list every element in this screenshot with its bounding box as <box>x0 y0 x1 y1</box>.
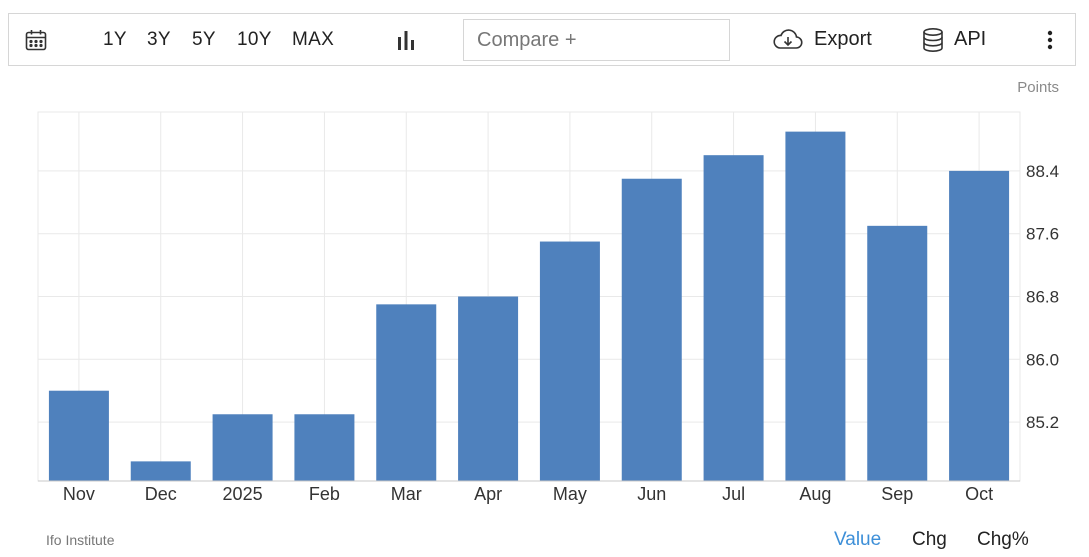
y-tick-label: 85.2 <box>1026 413 1059 432</box>
more-vertical-icon[interactable] <box>1039 14 1061 65</box>
chart-toolbar: 1Y 3Y 5Y 10Y MAX Compare + Export API <box>8 13 1076 66</box>
calendar-icon[interactable] <box>23 14 49 65</box>
bar <box>212 414 273 481</box>
unit-label: Points <box>1017 79 1059 96</box>
x-tick-label: Mar <box>391 484 422 504</box>
x-tick-label: Jun <box>637 484 666 504</box>
y-tick-label: 86.0 <box>1026 350 1059 369</box>
range-max-button[interactable]: MAX <box>292 28 335 50</box>
export-button[interactable]: Export <box>772 14 872 65</box>
bar <box>949 170 1010 481</box>
bar <box>703 155 764 481</box>
x-tick-label: Dec <box>145 484 177 504</box>
api-button[interactable]: API <box>922 14 986 65</box>
x-tick-label: 2025 <box>223 484 263 504</box>
bar <box>785 131 846 481</box>
range-10y-button[interactable]: 10Y <box>237 28 272 50</box>
bar <box>130 461 191 481</box>
bar <box>48 390 109 481</box>
x-tick-label: Feb <box>309 484 340 504</box>
export-label: Export <box>814 28 872 50</box>
x-tick-label: Apr <box>474 484 502 504</box>
x-tick-label: Aug <box>799 484 831 504</box>
tab-chg[interactable]: Chg <box>912 529 947 550</box>
range-3y-button[interactable]: 3Y <box>147 28 171 50</box>
y-tick-label: 88.4 <box>1026 162 1059 181</box>
bar <box>867 225 928 481</box>
database-icon <box>923 27 943 52</box>
x-tick-label: Jul <box>722 484 745 504</box>
bar <box>539 241 600 481</box>
x-tick-label: May <box>553 484 587 504</box>
x-tick-label: Sep <box>881 484 913 504</box>
x-tick-label: Oct <box>965 484 993 504</box>
compare-input[interactable]: Compare + <box>463 19 730 61</box>
range-5y-button[interactable]: 5Y <box>192 28 216 50</box>
bar <box>376 304 437 481</box>
bar-chart-icon[interactable] <box>394 14 418 65</box>
bar <box>458 296 519 481</box>
y-tick-label: 86.8 <box>1026 288 1059 307</box>
bar <box>294 414 355 481</box>
cloud-download-icon <box>773 28 803 49</box>
source-label: Ifo Institute <box>46 532 115 548</box>
api-label: API <box>954 28 987 50</box>
bar <box>621 178 682 481</box>
tab-value[interactable]: Value <box>834 529 882 550</box>
range-1y-button[interactable]: 1Y <box>103 28 127 50</box>
tab-chg-percent[interactable]: Chg% <box>977 529 1029 550</box>
x-tick-label: Nov <box>63 484 95 504</box>
y-tick-label: 87.6 <box>1026 225 1059 244</box>
